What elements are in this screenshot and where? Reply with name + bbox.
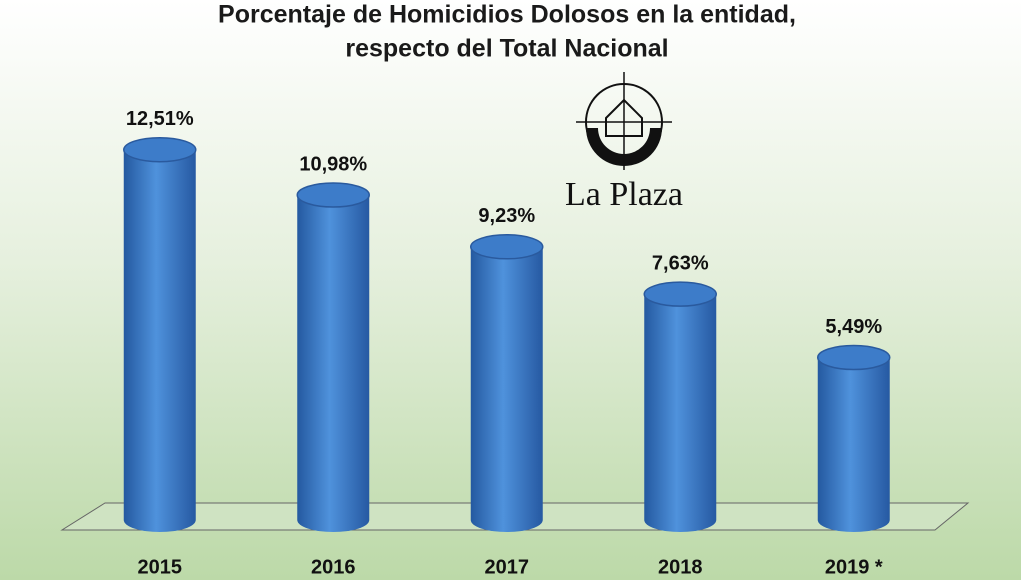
x-tick-label: 2017	[485, 556, 530, 578]
value-label: 10,98%	[299, 153, 367, 175]
x-tick-label: 2016	[311, 556, 356, 578]
bar-top	[296, 182, 370, 208]
logo-text: La Plaza	[565, 176, 683, 213]
value-label: 12,51%	[126, 108, 194, 130]
bar	[470, 234, 543, 532]
value-label: 9,23%	[478, 205, 535, 227]
bar-top	[817, 344, 891, 371]
chart-title: Porcentaje de Homicidios Dolosos en la e…	[218, 1, 796, 29]
x-tick-label: 2015	[138, 556, 183, 578]
logo: La Plaza	[565, 72, 683, 213]
bar	[297, 182, 370, 532]
bar-top	[643, 281, 717, 307]
value-label: 7,63%	[652, 252, 709, 274]
x-tick-label: 2019 *	[825, 556, 883, 578]
chart-subtitle: respecto del Total Nacional	[345, 35, 668, 63]
bar	[644, 282, 717, 532]
bar-top	[123, 136, 197, 163]
bar-top	[470, 234, 544, 260]
bar	[123, 137, 196, 533]
x-tick-label: 2018	[658, 556, 703, 578]
bar	[817, 345, 890, 532]
value-label: 5,49%	[825, 316, 882, 338]
